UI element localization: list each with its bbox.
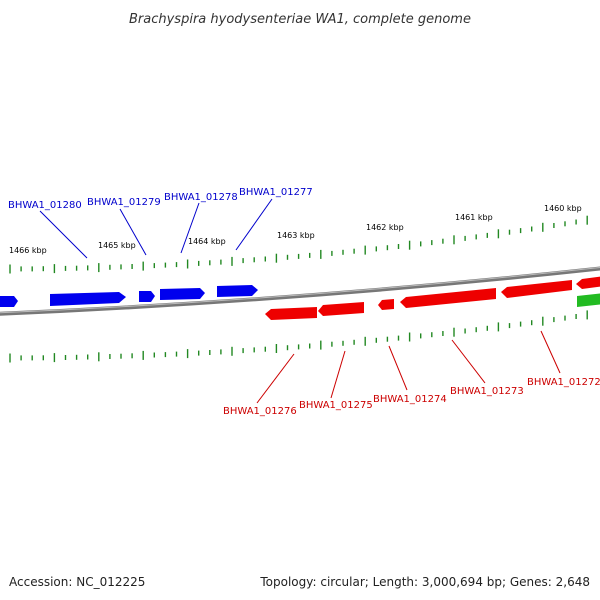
accession-text: Accession: NC_012225 xyxy=(9,575,145,589)
gene-label-bhwa1-01272[interactable]: BHWA1_01272 xyxy=(527,377,600,388)
gene-arrow-reverse[interactable] xyxy=(501,280,572,298)
gene-arrow-reverse[interactable] xyxy=(378,299,394,310)
leader-line xyxy=(256,353,295,404)
leader-line xyxy=(119,208,147,256)
leader-line xyxy=(330,350,346,399)
leader-line xyxy=(235,198,273,251)
leader-line xyxy=(451,339,486,384)
scale-label: 1464 kbp xyxy=(188,237,226,246)
gene-arrow-reverse[interactable] xyxy=(265,307,317,320)
scale-label: 1463 kbp xyxy=(277,231,315,240)
genome-backbone xyxy=(0,266,600,316)
scale-label: 1462 kbp xyxy=(366,223,404,232)
scale-label: 1465 kbp xyxy=(98,241,136,250)
reverse-leader-lines xyxy=(256,330,561,404)
scale-label: 1466 kbp xyxy=(9,246,47,255)
scale-label: 1460 kbp xyxy=(544,204,582,213)
gene-label-bhwa1-01275[interactable]: BHWA1_01275 xyxy=(299,400,373,411)
gene-arrow-forward[interactable] xyxy=(50,292,126,306)
leader-line xyxy=(39,210,88,259)
gene-arrow-forward[interactable] xyxy=(139,291,155,302)
leader-line xyxy=(388,345,408,391)
outer-tick-ring xyxy=(9,215,588,274)
gene-label-bhwa1-01279[interactable]: BHWA1_01279 xyxy=(87,197,161,208)
gene-arrow-forward[interactable] xyxy=(217,285,258,297)
scale-label: 1461 kbp xyxy=(455,213,493,222)
forward-leader-lines xyxy=(39,198,273,259)
gene-label-bhwa1-01277[interactable]: BHWA1_01277 xyxy=(239,187,313,198)
gene-label-bhwa1-01274[interactable]: BHWA1_01274 xyxy=(373,394,447,405)
leader-line xyxy=(540,330,561,374)
inner-tick-ring xyxy=(9,310,588,363)
gene-label-bhwa1-01273[interactable]: BHWA1_01273 xyxy=(450,386,524,397)
gene-arrow-reverse[interactable] xyxy=(318,302,364,316)
genome-backbone-highlight xyxy=(0,267,600,314)
reverse-genes xyxy=(265,276,600,320)
gene-label-bhwa1-01276[interactable]: BHWA1_01276 xyxy=(223,406,297,417)
topology-summary: Topology: circular; Length: 3,000,694 bp… xyxy=(259,575,590,589)
gene-arrow-forward[interactable] xyxy=(160,288,205,300)
leader-line xyxy=(180,202,200,254)
map-title: Brachyspira hyodysenteriae WA1, complete… xyxy=(129,12,471,27)
gene-arrow-other[interactable] xyxy=(577,293,600,307)
forward-genes xyxy=(0,285,258,307)
gene-arrow-forward[interactable] xyxy=(0,296,18,307)
gene-arrow-reverse[interactable] xyxy=(400,288,496,308)
gene-label-bhwa1-01280[interactable]: BHWA1_01280 xyxy=(8,200,82,211)
gene-label-bhwa1-01278[interactable]: BHWA1_01278 xyxy=(164,192,238,203)
gene-arrow-reverse[interactable] xyxy=(576,276,600,289)
